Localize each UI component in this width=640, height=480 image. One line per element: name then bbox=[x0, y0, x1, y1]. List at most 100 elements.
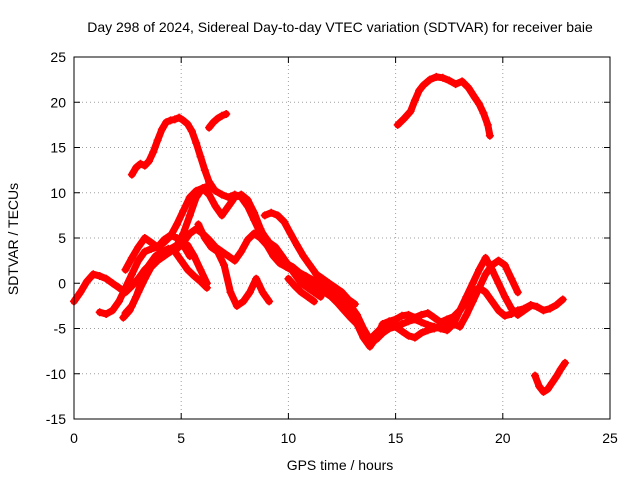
data-point bbox=[353, 320, 361, 328]
data-point bbox=[533, 302, 542, 311]
x-tick-label: 5 bbox=[177, 430, 185, 446]
data-point bbox=[455, 322, 464, 331]
data-point bbox=[217, 190, 226, 199]
data-point bbox=[196, 152, 205, 161]
data-point bbox=[500, 261, 509, 270]
data-point bbox=[284, 274, 293, 283]
y-tick-label: 0 bbox=[58, 275, 66, 291]
data-point bbox=[205, 181, 214, 190]
data-point bbox=[145, 157, 153, 166]
data-point bbox=[190, 272, 199, 280]
data-point bbox=[344, 295, 353, 304]
data-point bbox=[391, 322, 400, 331]
data-point bbox=[372, 335, 381, 344]
data-point bbox=[183, 120, 192, 128]
data-point bbox=[301, 274, 310, 283]
data-point bbox=[481, 288, 490, 297]
data-point bbox=[481, 253, 490, 262]
data-point bbox=[543, 385, 552, 394]
chart-title: Day 298 of 2024, Sidereal Day-to-day VTE… bbox=[87, 19, 593, 35]
data-point bbox=[76, 288, 85, 297]
series-sat-k bbox=[184, 241, 211, 287]
data-point bbox=[398, 327, 406, 336]
data-point bbox=[125, 306, 134, 315]
data-point bbox=[170, 247, 179, 256]
data-point bbox=[211, 186, 220, 195]
data-point bbox=[286, 229, 295, 238]
series-sat-m bbox=[259, 230, 325, 301]
data-point bbox=[303, 283, 312, 292]
data-point bbox=[149, 148, 158, 156]
data-point bbox=[290, 270, 299, 279]
data-point bbox=[308, 279, 316, 288]
data-point bbox=[445, 76, 454, 85]
data-point bbox=[346, 313, 355, 322]
data-point bbox=[479, 109, 488, 118]
data-point bbox=[157, 125, 166, 134]
data-point bbox=[290, 282, 299, 290]
data-point bbox=[468, 279, 477, 288]
data-point bbox=[205, 190, 214, 199]
data-point bbox=[462, 292, 471, 301]
data-point bbox=[267, 208, 276, 217]
data-point bbox=[183, 241, 192, 250]
data-point bbox=[164, 244, 173, 253]
data-point bbox=[423, 320, 432, 329]
series-sat-c bbox=[394, 73, 494, 140]
data-point bbox=[333, 299, 342, 308]
data-point bbox=[494, 256, 503, 265]
data-point bbox=[209, 118, 218, 127]
data-point bbox=[213, 247, 222, 256]
data-point bbox=[179, 206, 188, 215]
data-point bbox=[558, 295, 567, 304]
data-point bbox=[140, 247, 149, 256]
data-point bbox=[222, 110, 231, 118]
data-point bbox=[425, 75, 434, 84]
data-point bbox=[82, 277, 91, 286]
data-point bbox=[314, 283, 323, 292]
data-point bbox=[211, 202, 220, 211]
data-point bbox=[115, 297, 123, 306]
data-point bbox=[299, 252, 308, 261]
data-point bbox=[443, 326, 452, 335]
data-point bbox=[207, 243, 216, 252]
data-point bbox=[220, 261, 229, 270]
data-point bbox=[132, 163, 141, 172]
data-point bbox=[243, 235, 252, 244]
data-point bbox=[393, 120, 402, 129]
data-point bbox=[552, 301, 561, 309]
data-point bbox=[539, 306, 548, 315]
data-point bbox=[127, 170, 136, 179]
data-point bbox=[410, 315, 419, 324]
data-point bbox=[160, 235, 168, 244]
data-point bbox=[175, 113, 184, 122]
data-point bbox=[284, 261, 293, 270]
data-point bbox=[172, 220, 181, 229]
data-point bbox=[419, 81, 428, 90]
data-point bbox=[202, 279, 211, 288]
data-point bbox=[237, 247, 246, 256]
y-tick-label: 10 bbox=[50, 185, 66, 201]
data-point bbox=[462, 310, 471, 319]
data-point bbox=[436, 324, 445, 333]
data-point bbox=[526, 301, 535, 310]
series-sat-j bbox=[194, 220, 273, 310]
data-point bbox=[95, 308, 104, 317]
data-point bbox=[297, 279, 306, 288]
data-point bbox=[166, 116, 175, 125]
data-point bbox=[404, 331, 413, 340]
data-point bbox=[250, 229, 259, 238]
data-point bbox=[190, 252, 199, 261]
data-point bbox=[494, 279, 503, 288]
data-point bbox=[102, 310, 111, 318]
series-sat-g bbox=[122, 225, 535, 346]
data-point bbox=[303, 292, 312, 301]
data-point bbox=[507, 304, 516, 313]
data-point bbox=[417, 318, 426, 327]
data-point bbox=[561, 358, 569, 367]
data-point bbox=[127, 253, 136, 262]
data-point bbox=[108, 279, 117, 288]
data-point bbox=[359, 329, 368, 337]
data-point bbox=[546, 304, 554, 313]
